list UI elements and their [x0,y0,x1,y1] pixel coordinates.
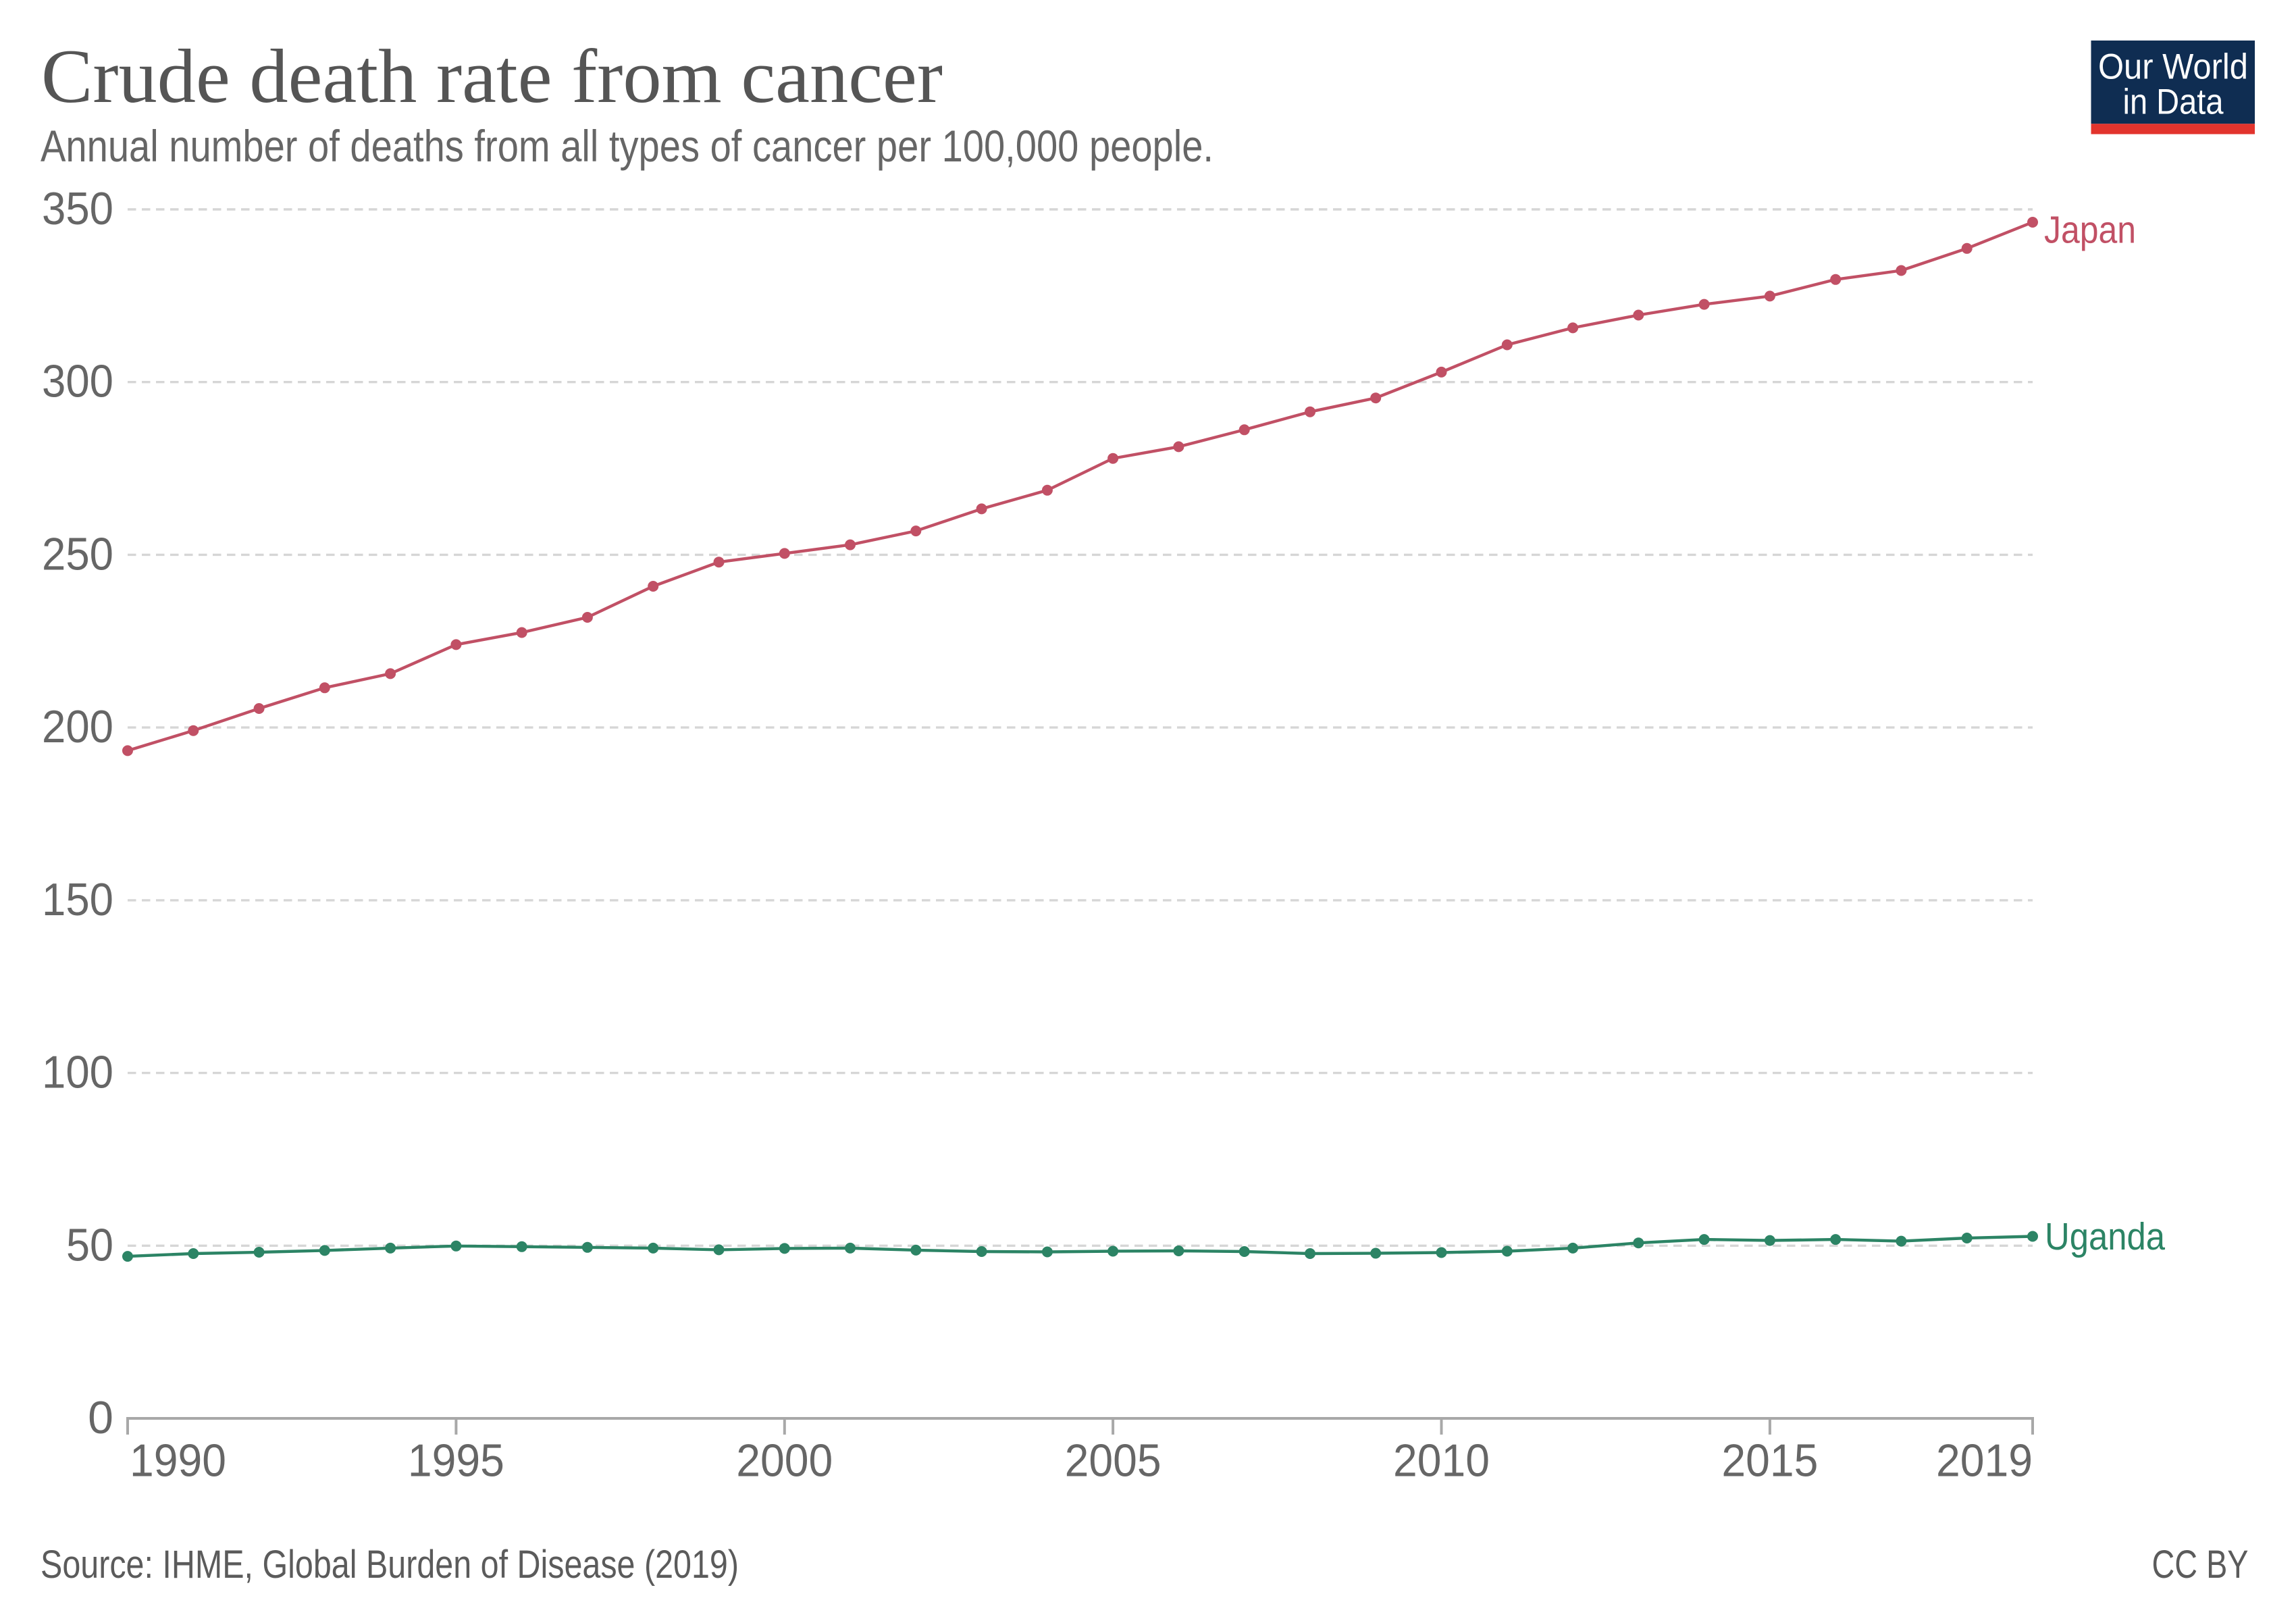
svg-text:Our World: Our World [2098,47,2248,87]
svg-text:200: 200 [42,701,113,752]
svg-text:2005: 2005 [1065,1435,1162,1487]
svg-text:1995: 1995 [408,1435,504,1487]
svg-text:in Data: in Data [2123,82,2224,122]
svg-text:2015: 2015 [1721,1435,1818,1487]
svg-text:2000: 2000 [736,1435,833,1487]
svg-text:150: 150 [42,874,113,925]
svg-text:Crude death rate from cancer: Crude death rate from cancer [41,34,943,119]
svg-text:Japan: Japan [2044,209,2136,252]
svg-text:2019: 2019 [1936,1435,2033,1487]
svg-text:300: 300 [42,356,113,407]
svg-text:1990: 1990 [130,1435,226,1487]
svg-text:Source: IHME, Global Burden of: Source: IHME, Global Burden of Disease (… [41,1543,739,1587]
svg-text:350: 350 [42,183,113,234]
svg-text:CC BY: CC BY [2152,1543,2249,1587]
svg-text:50: 50 [66,1219,113,1270]
svg-text:0: 0 [88,1392,113,1443]
svg-text:250: 250 [42,528,113,580]
svg-text:Uganda: Uganda [2045,1215,2165,1258]
svg-text:100: 100 [42,1047,113,1098]
svg-text:2010: 2010 [1393,1435,1490,1487]
svg-text:Annual number of deaths from a: Annual number of deaths from all types o… [41,121,1214,171]
